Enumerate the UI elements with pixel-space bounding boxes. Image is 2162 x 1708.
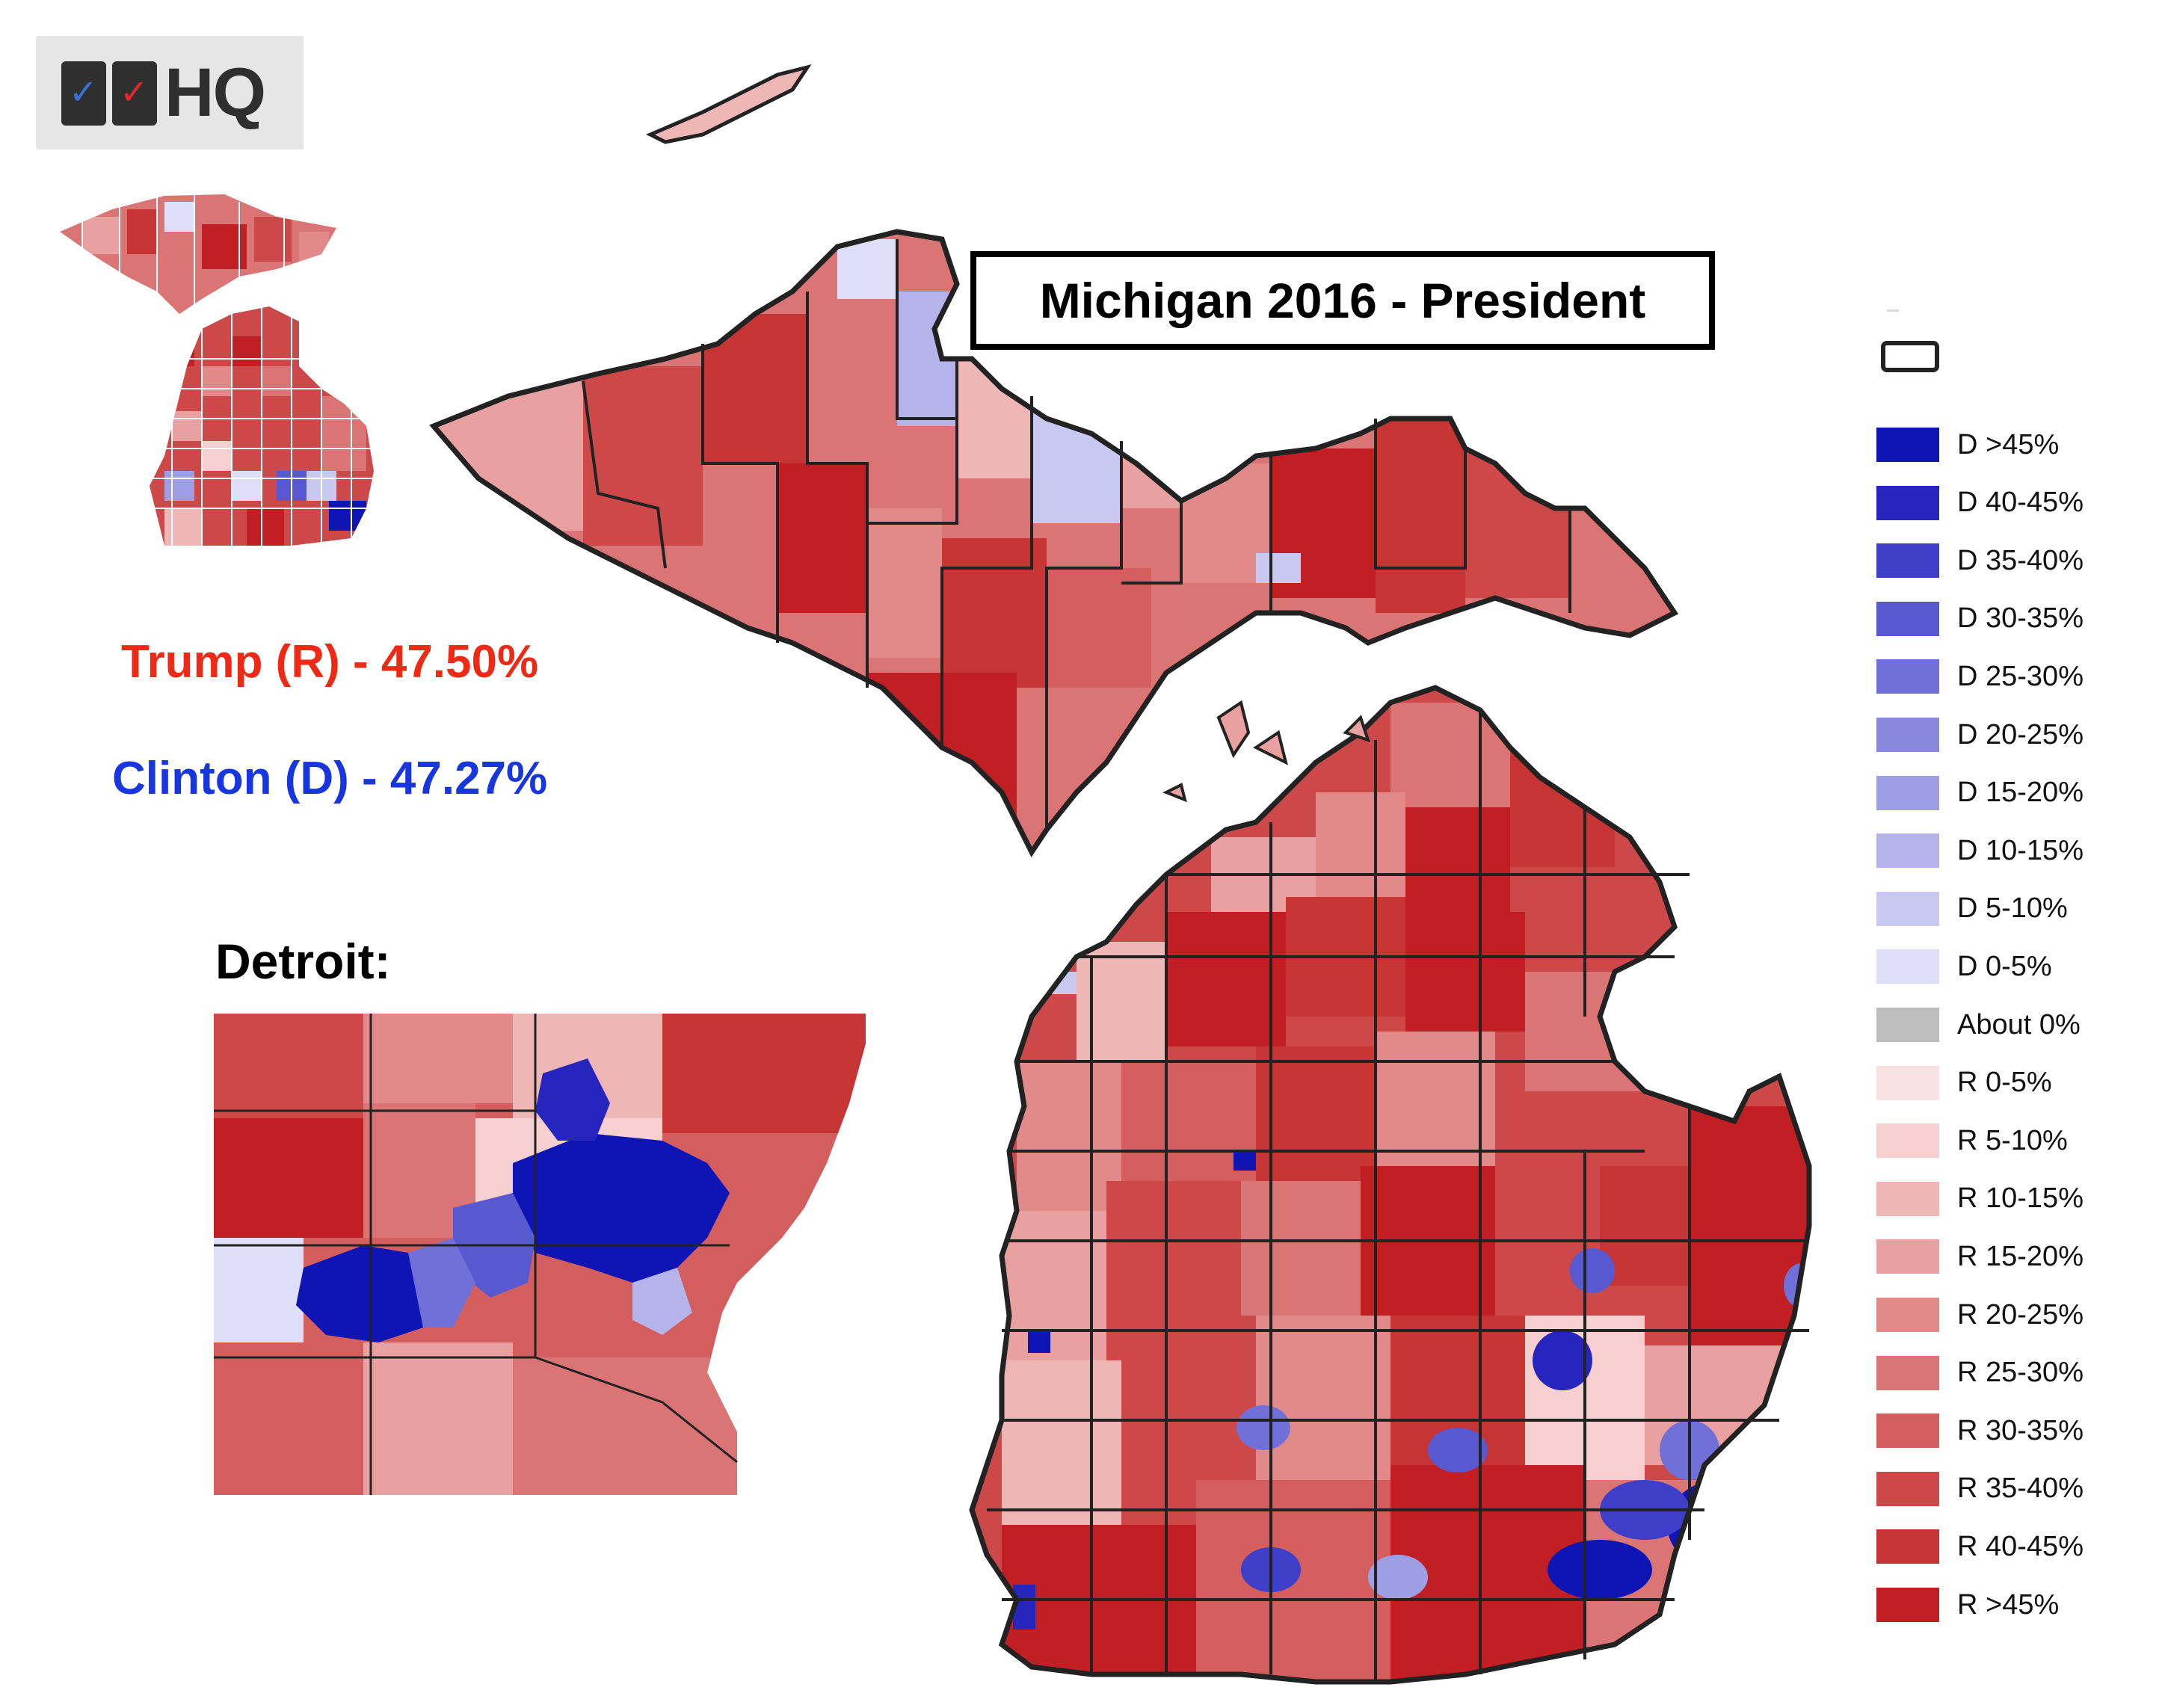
upper-peninsula-county-borders bbox=[582, 239, 1571, 830]
legend-label: D 30-35% bbox=[1957, 602, 2084, 635]
lower-peninsula bbox=[972, 688, 1809, 1682]
legend-label: D 0-5% bbox=[1957, 950, 2052, 982]
legend-item: R 35-40% bbox=[1876, 1471, 2084, 1506]
mini-map-county-grid bbox=[81, 194, 374, 546]
legend-label: R 10-15% bbox=[1957, 1183, 2084, 1215]
legend-swatch bbox=[1876, 1588, 1939, 1622]
legend-swatch bbox=[1876, 1181, 1939, 1216]
legend-dash-mark bbox=[1887, 309, 1899, 312]
legend-item: D 20-25% bbox=[1876, 718, 2084, 752]
legend-swatch bbox=[1876, 1471, 1939, 1506]
legend-label: R 35-40% bbox=[1957, 1473, 2084, 1505]
legend-label: R 40-45% bbox=[1957, 1530, 2084, 1562]
legend-swatch bbox=[1876, 949, 1939, 984]
clinton-result: Clinton (D) - 47.27% bbox=[112, 753, 548, 804]
legend-swatch bbox=[1876, 659, 1939, 694]
checkbox-red-icon: ✓ bbox=[112, 61, 157, 126]
legend-item: About 0% bbox=[1876, 1008, 2081, 1042]
upper-peninsula-outline bbox=[429, 229, 1679, 857]
legend-item: R 25-30% bbox=[1876, 1355, 2084, 1390]
detroit-county-borders bbox=[214, 1014, 738, 1495]
legend-item: R 15-20% bbox=[1876, 1239, 2084, 1274]
legend-label: D >45% bbox=[1957, 428, 2060, 460]
legend-swatch bbox=[1876, 601, 1939, 636]
legend-swatch bbox=[1876, 1413, 1939, 1449]
legend-item: D 25-30% bbox=[1876, 659, 2084, 694]
legend-swatch bbox=[1876, 891, 1939, 926]
legend-swatch bbox=[1876, 1355, 1939, 1390]
legend-swatch bbox=[1876, 775, 1939, 810]
legend-label: R 0-5% bbox=[1957, 1067, 2052, 1099]
legend-label: R 5-10% bbox=[1957, 1124, 2068, 1156]
legend-item: D 0-5% bbox=[1876, 949, 2052, 984]
legend-label: R 20-25% bbox=[1957, 1298, 2084, 1331]
legend-item: R 30-35% bbox=[1876, 1413, 2084, 1449]
checkbox-blue-icon: ✓ bbox=[61, 61, 106, 126]
legend-item: D 5-10% bbox=[1876, 891, 2068, 926]
legend-item: D 10-15% bbox=[1876, 833, 2084, 869]
legend-item: D 15-20% bbox=[1876, 775, 2084, 810]
legend-swatch bbox=[1876, 1239, 1939, 1274]
isle-royale bbox=[646, 64, 812, 144]
statewide-county-mini-map bbox=[60, 194, 374, 546]
legend-label: R 30-35% bbox=[1957, 1414, 2084, 1446]
detroit-inset-label: Detroit: bbox=[215, 934, 391, 989]
legend-item: R 5-10% bbox=[1876, 1123, 2068, 1159]
mini-map-upper-peninsula bbox=[60, 194, 336, 314]
michigan-county-main-map bbox=[429, 64, 1812, 1685]
legend-swatch bbox=[1876, 1123, 1939, 1159]
legend-swatch bbox=[1876, 833, 1939, 869]
legend-label: D 5-10% bbox=[1957, 892, 2068, 925]
map-title-box: Michigan 2016 - President bbox=[970, 251, 1715, 350]
blue-check-icon: ✓ bbox=[69, 73, 98, 111]
legend-item: R 40-45% bbox=[1876, 1529, 2084, 1564]
legend-swatch bbox=[1876, 718, 1939, 752]
legend-item: R 10-15% bbox=[1876, 1181, 2084, 1216]
red-check-icon: ✓ bbox=[120, 73, 149, 111]
legend-item: D 35-40% bbox=[1876, 543, 2084, 579]
legend-swatch bbox=[1876, 1008, 1939, 1042]
legend-label: D 25-30% bbox=[1957, 660, 2084, 692]
legend-label: R >45% bbox=[1957, 1588, 2060, 1621]
legend-label: D 15-20% bbox=[1957, 777, 2084, 809]
legend-item: R 0-5% bbox=[1876, 1065, 2052, 1100]
ddhq-logo: ✓ ✓ HQ bbox=[36, 36, 304, 149]
legend-label: R 25-30% bbox=[1957, 1357, 2084, 1389]
legend-label: D 35-40% bbox=[1957, 544, 2084, 576]
legend-county-border-swatch bbox=[1881, 341, 1939, 372]
map-title: Michigan 2016 - President bbox=[1039, 273, 1646, 328]
legend-swatch bbox=[1876, 1298, 1939, 1332]
legend-item: R 20-25% bbox=[1876, 1298, 2084, 1332]
map-legend: D >45% D 40-45% D 35-40% D 30-35% D 25-30% D … bbox=[1876, 309, 2146, 1644]
logo-text: HQ bbox=[164, 55, 266, 131]
trump-result: Trump (R) - 47.50% bbox=[121, 636, 539, 688]
legend-label: R 15-20% bbox=[1957, 1240, 2084, 1272]
legend-label: D 10-15% bbox=[1957, 834, 2084, 866]
legend-label: About 0% bbox=[1957, 1008, 2081, 1040]
lake-islands bbox=[1162, 700, 1371, 803]
detroit-inset-map bbox=[214, 1014, 866, 1495]
legend-swatch bbox=[1876, 1065, 1939, 1100]
legend-item: D 30-35% bbox=[1876, 601, 2084, 636]
legend-swatch bbox=[1876, 428, 1939, 462]
lower-peninsula-county-borders bbox=[987, 710, 1809, 1682]
legend-item: R >45% bbox=[1876, 1588, 2059, 1622]
legend-item: D 40-45% bbox=[1876, 485, 2084, 520]
legend-swatch bbox=[1876, 485, 1939, 520]
legend-label: D 20-25% bbox=[1957, 718, 2084, 750]
legend-item: D >45% bbox=[1876, 428, 2059, 462]
legend-swatch bbox=[1876, 543, 1939, 579]
lower-peninsula-outline bbox=[969, 685, 1812, 1685]
legend-label: D 40-45% bbox=[1957, 487, 2084, 519]
legend-swatch bbox=[1876, 1529, 1939, 1564]
